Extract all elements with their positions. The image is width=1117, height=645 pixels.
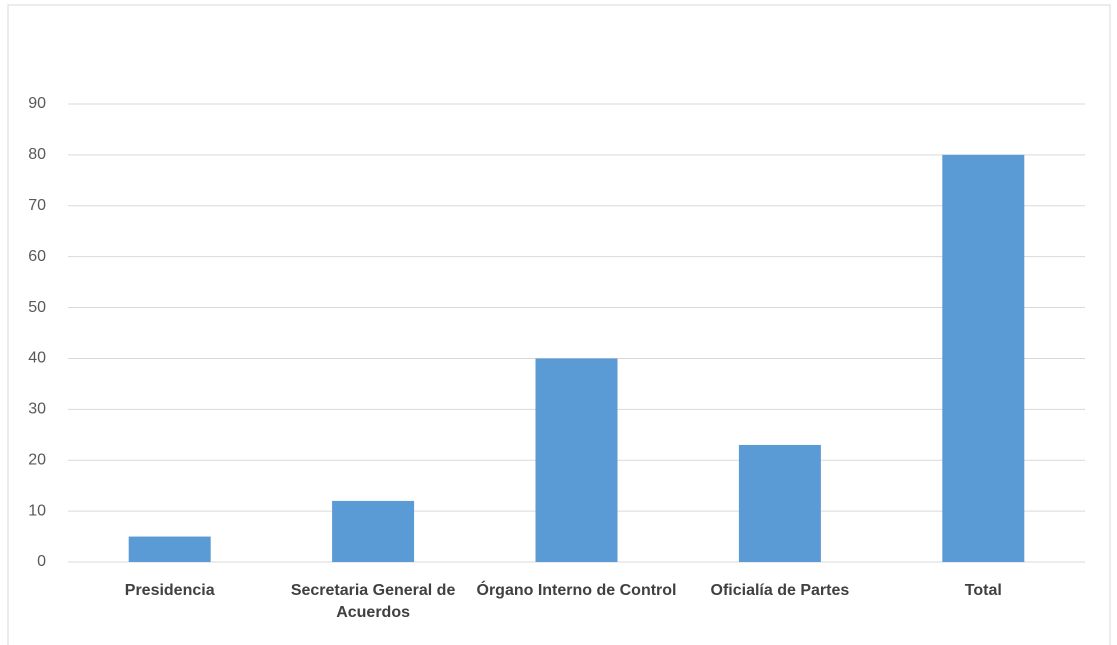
x-tick-label: Oficialía de Partes [710, 582, 850, 599]
x-tick-label: Presidencia [124, 582, 215, 599]
x-tick-label: Total [964, 582, 1002, 599]
chart-frame [7, 4, 1111, 645]
x-tick-label: Órgano Interno de Control [476, 582, 677, 599]
bar [942, 154, 1025, 562]
y-tick-label: 60 [28, 248, 46, 265]
y-tick-label: 10 [28, 502, 46, 519]
y-tick-label: 50 [28, 299, 46, 316]
bar [535, 358, 618, 562]
y-tick-label: 70 [28, 197, 46, 214]
y-tick-label: 20 [28, 451, 46, 468]
bar [128, 536, 211, 562]
y-tick-label: 0 [37, 553, 46, 570]
y-tick-label: 40 [28, 350, 46, 367]
y-tick-label: 80 [28, 146, 46, 163]
y-tick-label: 90 [28, 95, 46, 112]
x-tick-label: Secretaria General de Acuerdos [290, 582, 456, 621]
bar [332, 500, 415, 562]
bar [738, 444, 821, 562]
y-tick-label: 30 [28, 401, 46, 418]
